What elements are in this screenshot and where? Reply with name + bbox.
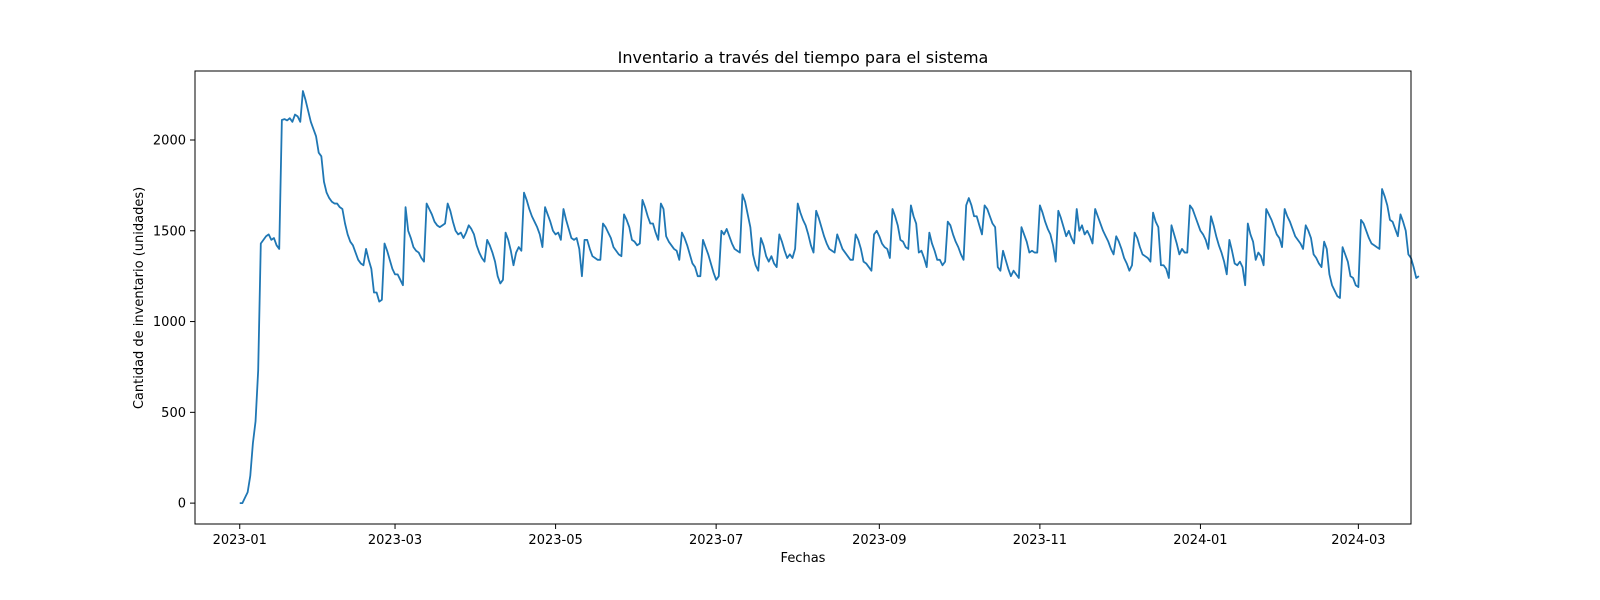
x-axis-label: Fechas — [781, 551, 826, 566]
plot-frame — [194, 70, 1412, 525]
x-tick-label: 2023-09 — [852, 533, 906, 548]
y-tick-label: 2000 — [153, 133, 186, 148]
x-tick-label: 2023-07 — [689, 533, 743, 548]
series-line — [239, 90, 1420, 505]
x-tick-label: 2023-03 — [368, 533, 422, 548]
x-tick-label: 2024-03 — [1331, 533, 1385, 548]
chart-title: Inventario a través del tiempo para el s… — [618, 48, 989, 67]
y-tick-label: 500 — [161, 406, 186, 421]
x-axis-ticks: 2023-01 2023-03 2023-05 2023-07 2023-09 2023-… — [213, 524, 1386, 548]
y-tick-label: 1500 — [153, 224, 186, 239]
x-tick-label: 2024-01 — [1173, 533, 1227, 548]
y-tick-label: 0 — [178, 497, 186, 512]
x-tick-label: 2023-11 — [1013, 533, 1067, 548]
y-axis-ticks: 0 500 1000 1500 2000 — [153, 133, 195, 512]
x-tick-label: 2023-05 — [528, 533, 582, 548]
y-axis-label: Cantidad de inventario (unidades) — [132, 187, 147, 409]
x-tick-label: 2023-01 — [213, 533, 267, 548]
y-tick-label: 1000 — [153, 315, 186, 330]
